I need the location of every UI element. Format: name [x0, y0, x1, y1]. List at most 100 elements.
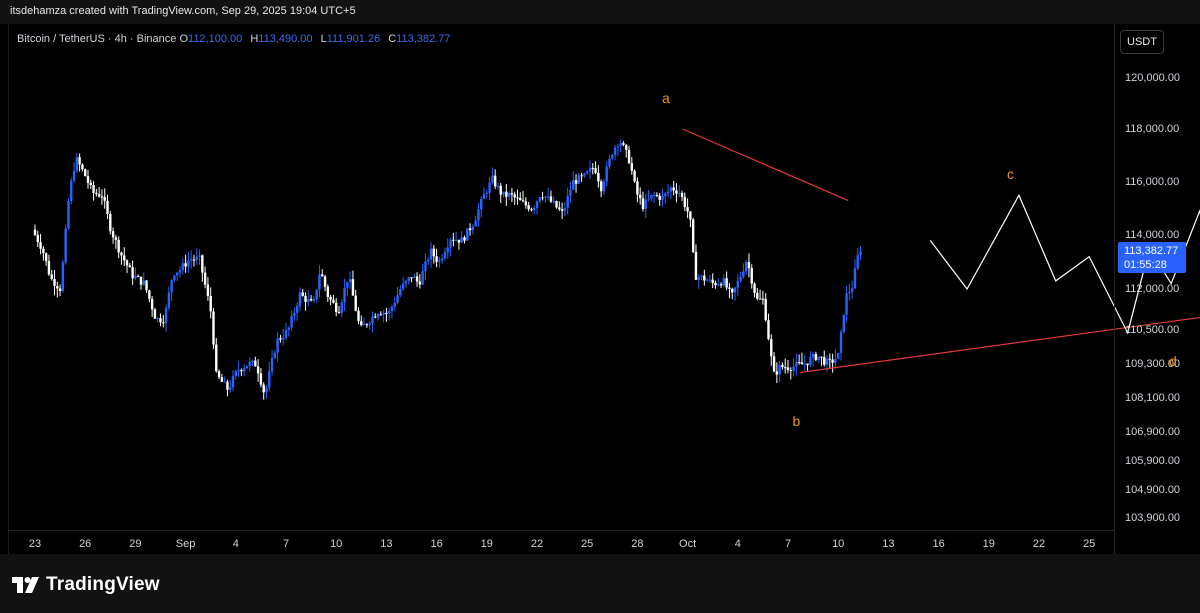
candle-down [505, 191, 508, 197]
candle-up [825, 358, 829, 365]
candle-up [803, 363, 806, 365]
price-tick-label: 103,900.00 [1125, 512, 1181, 524]
candle-down [725, 278, 728, 288]
time-tick-label: 13 [882, 538, 895, 550]
candle-down [831, 359, 834, 363]
candle-down [415, 276, 419, 282]
candle-down [463, 237, 466, 241]
candle-down [599, 181, 603, 192]
candle-up [307, 299, 310, 302]
last-price-value: 113,382.77 [1124, 245, 1179, 257]
time-tick-label: 29 [129, 538, 142, 550]
candle-down [217, 371, 221, 378]
candle-up [67, 201, 70, 229]
candle-up [811, 354, 815, 358]
candle-up [376, 314, 380, 318]
candle-up [223, 381, 226, 383]
candle-down [772, 356, 776, 372]
candle-up [817, 356, 820, 360]
candle-up [287, 327, 290, 330]
candle-down [304, 295, 307, 302]
candle-up [535, 201, 539, 208]
candle-up [268, 371, 271, 388]
price-tick-label: 108,100.00 [1125, 392, 1181, 404]
chart-pane[interactable] [8, 24, 1200, 554]
candle-up [856, 255, 859, 269]
chart-credit: itsdehamza created with TradingView.com,… [10, 5, 356, 17]
candle-down [58, 288, 62, 291]
candle-up [619, 143, 622, 147]
candle-up [669, 187, 673, 192]
candle-down [672, 187, 675, 191]
candle-up [502, 191, 505, 195]
candle-up [546, 196, 550, 198]
candle-down [385, 312, 388, 314]
candle-down [86, 176, 90, 183]
candle-up [164, 307, 168, 324]
candle-down [714, 282, 717, 286]
tradingview-logo-icon [12, 577, 39, 593]
candle-up [70, 180, 73, 202]
candle-down [630, 163, 634, 171]
candle-down [555, 201, 558, 208]
candle-down [468, 228, 472, 231]
price-tick-label: 110,500.00 [1125, 324, 1180, 336]
candle-down [622, 143, 625, 145]
candle-up [293, 312, 296, 317]
candle-down [519, 197, 522, 201]
tradingview-logo[interactable]: TradingView [12, 574, 160, 596]
candle-up [795, 362, 798, 367]
candle-down [580, 175, 583, 177]
high-value: 113,490.00 [258, 33, 313, 45]
time-tick-label: 4 [232, 538, 239, 550]
candle-down [78, 157, 81, 165]
candle-up [859, 251, 862, 256]
candle-down [220, 377, 224, 382]
trendline-upper[interactable] [682, 128, 849, 202]
candle-down [81, 164, 84, 170]
candle-down [432, 248, 436, 257]
price-axis-line [1114, 24, 1115, 554]
candle-down [560, 209, 564, 211]
candle-up [477, 209, 480, 221]
open-value: 112,100.00 [188, 33, 243, 45]
candle-down [761, 298, 765, 300]
candle-up [708, 279, 712, 281]
candle-down [109, 213, 112, 232]
candle-up [834, 358, 837, 363]
candle-down [521, 200, 525, 202]
currency-button[interactable]: USDT [1120, 30, 1164, 54]
candle-down [789, 369, 792, 371]
candle-up [544, 196, 547, 198]
candle-down [633, 170, 636, 182]
candle-down [97, 194, 101, 197]
candle-up [382, 312, 385, 315]
candle-down [574, 180, 578, 184]
candle-down [256, 366, 260, 374]
candle-down [823, 357, 826, 365]
trendline-lower[interactable] [799, 311, 1200, 374]
candle-up [362, 324, 366, 326]
candle-up [242, 368, 246, 372]
candle-up [845, 293, 848, 315]
candle-up [736, 280, 739, 288]
time-tick-label: 26 [79, 538, 92, 550]
time-tick-label: 19 [982, 538, 995, 550]
candle-up [809, 357, 812, 366]
time-tick-label: 19 [480, 538, 493, 550]
projection-path[interactable] [929, 193, 1200, 495]
candle-up [650, 194, 653, 199]
candle-up [75, 157, 79, 171]
candle-down [125, 260, 129, 266]
candle-up [611, 154, 614, 159]
candle-down [731, 288, 734, 293]
candle-up [586, 171, 589, 174]
candle-down [756, 292, 759, 299]
candle-down [39, 242, 42, 249]
candle-down [527, 205, 530, 210]
candle-down [351, 279, 355, 296]
candle-up [533, 207, 536, 210]
candle-down [326, 286, 330, 297]
candle-down [594, 168, 597, 173]
